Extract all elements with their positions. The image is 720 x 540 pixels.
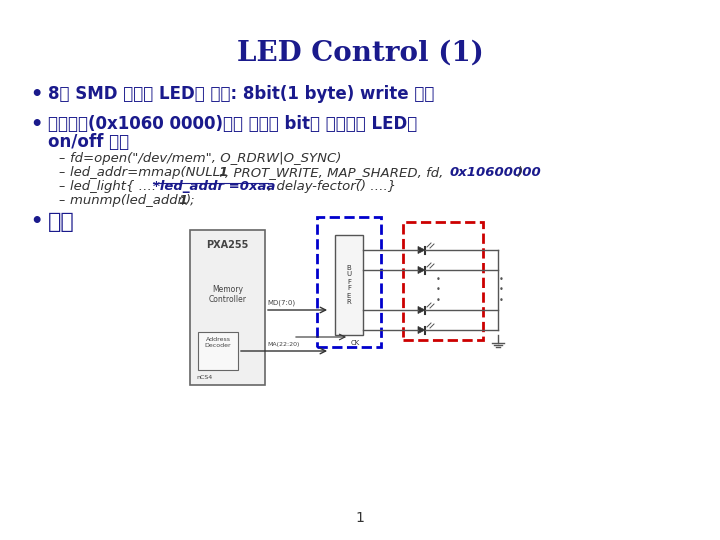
Text: B
U
F
F
E
R: B U F F E R [346,265,351,306]
Text: led_light{ ….: led_light{ …. [70,180,161,193]
Text: –: – [58,166,64,179]
Text: 특정번지(0x1060 0000)에서 데이터 bit를 출력으로 LED를: 특정번지(0x1060 0000)에서 데이터 bit를 출력으로 LED를 [48,115,418,133]
Text: fd=open("/dev/mem", O_RDRW|O_SYNC): fd=open("/dev/mem", O_RDRW|O_SYNC) [70,152,341,165]
Text: , PROT_WRITE, MAP_SHARED, fd,: , PROT_WRITE, MAP_SHARED, fd, [225,166,448,179]
Text: on/off 제어: on/off 제어 [48,133,129,151]
Text: *led_addr =0xaa: *led_addr =0xaa [153,180,276,193]
Text: Address
Decoder: Address Decoder [204,337,231,348]
Text: PXA255: PXA255 [207,240,248,250]
Text: Memory
Controller: Memory Controller [209,285,246,305]
Text: 회로: 회로 [48,212,75,232]
Text: –: – [58,180,64,193]
Text: •: • [30,212,42,231]
Text: MA(22:20): MA(22:20) [267,342,300,347]
Text: CK: CK [351,340,360,346]
Text: 1: 1 [218,166,228,179]
Polygon shape [418,307,425,314]
Text: 0x10600000: 0x10600000 [450,166,541,179]
Text: nCS4: nCS4 [196,375,212,380]
Text: LED Control (1): LED Control (1) [237,40,483,67]
Text: •: • [30,85,42,104]
Text: munmp(led_addr,: munmp(led_addr, [70,194,190,207]
Text: 8개 SMD 형태의 LED로 구성: 8bit(1 byte) write 구조: 8개 SMD 형태의 LED로 구성: 8bit(1 byte) write 구… [48,85,434,103]
Text: ): ) [518,166,523,179]
Text: 1: 1 [356,511,364,525]
Text: •
•
•: • • • [436,275,441,305]
Text: •: • [30,115,42,134]
Text: , delay-fector() ….}: , delay-fector() ….} [268,180,396,193]
Bar [335,235,363,335]
Bar [403,222,483,340]
Text: 1: 1 [178,194,187,207]
Bar [190,230,265,385]
Polygon shape [418,327,425,334]
Text: );: ); [186,194,196,207]
Polygon shape [418,267,425,273]
Text: MD(7:0): MD(7:0) [267,300,295,306]
Bar [198,332,238,370]
Text: –: – [58,152,64,165]
Bar [317,217,381,347]
Text: •
•
•: • • • [498,275,503,305]
Text: –: – [58,194,64,207]
Text: led_addr=mmap(NULL,: led_addr=mmap(NULL, [70,166,228,179]
Polygon shape [418,246,425,253]
